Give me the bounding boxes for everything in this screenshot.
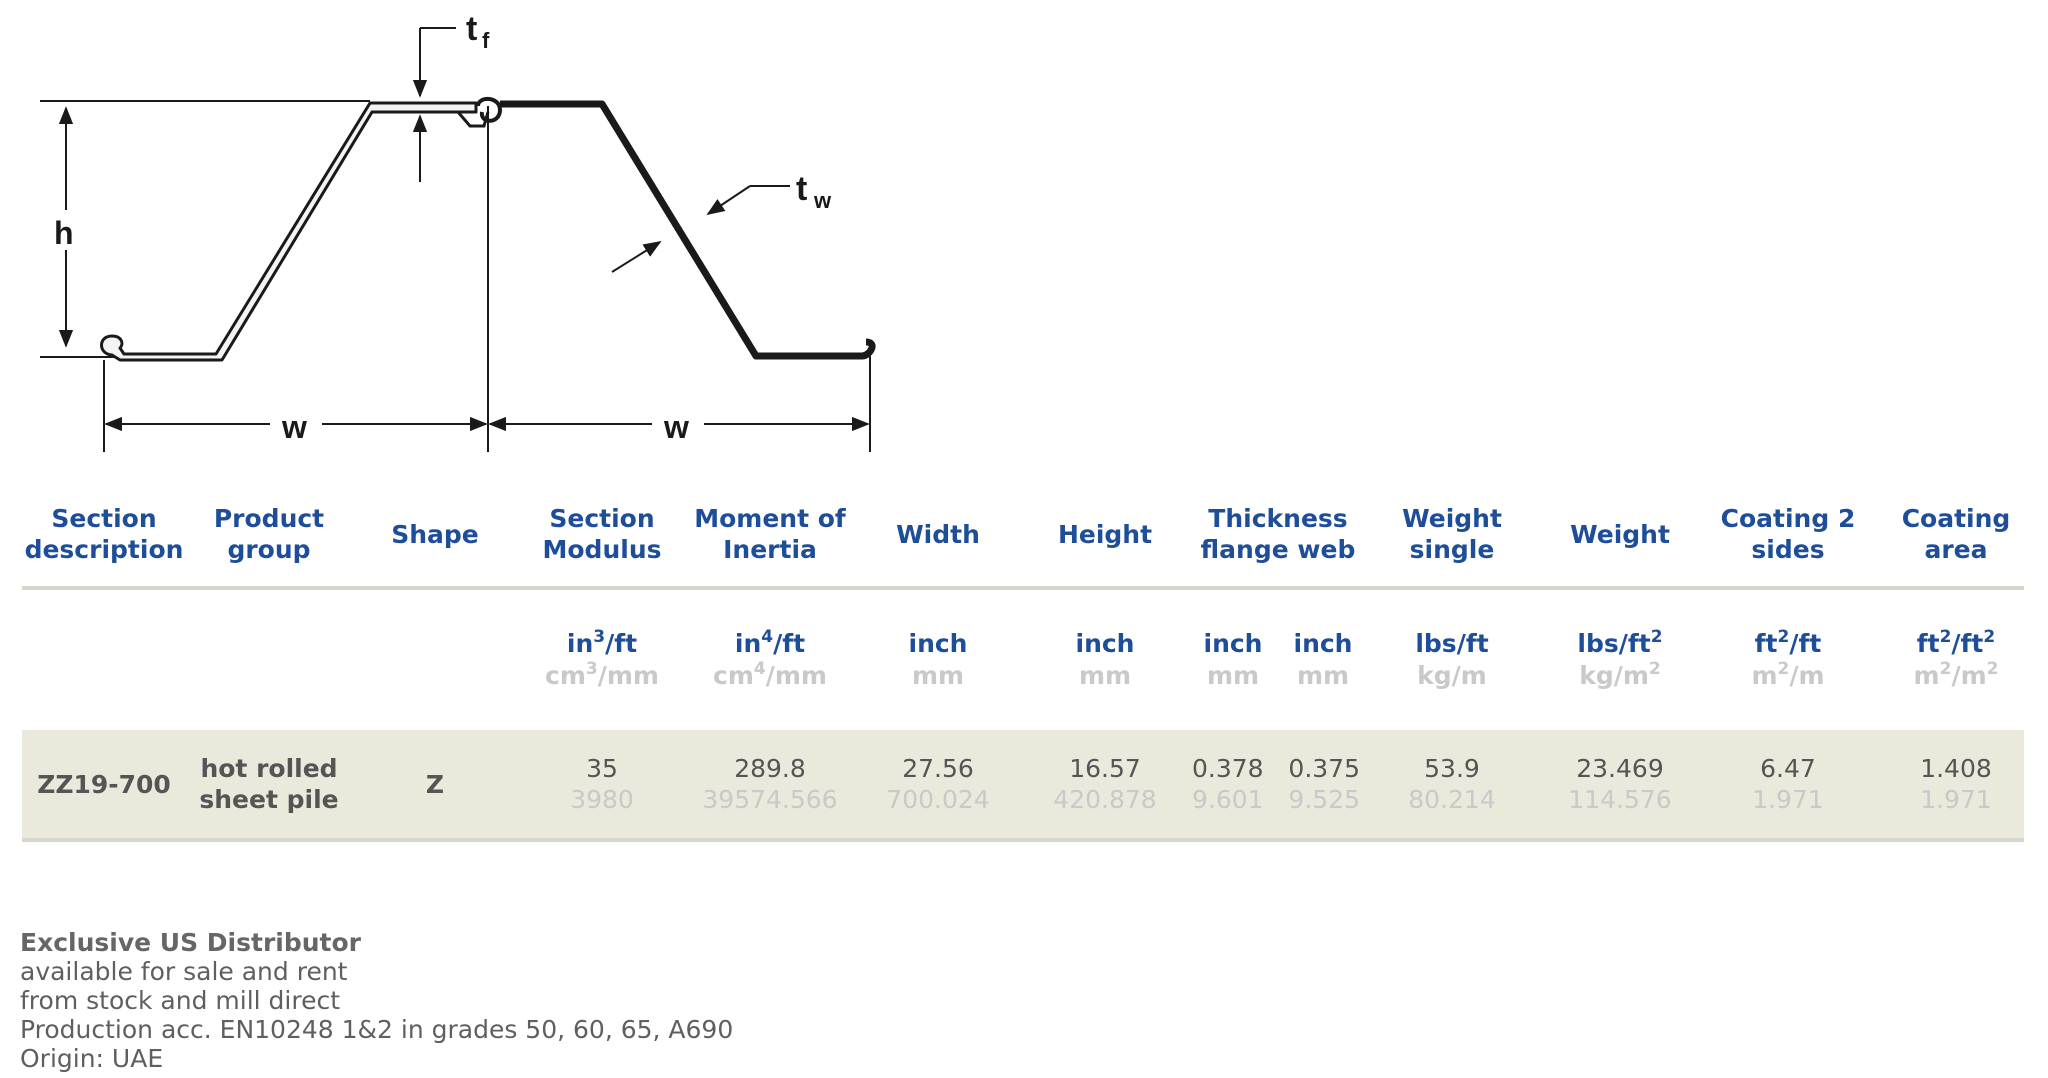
table-units-row: in3/ft cm3/mm in4/ft cm4/mm inch mm inch… (22, 590, 2024, 730)
header-coating-2-sides: Coating 2 sides (1720, 504, 1856, 564)
left-pile-profile (100, 101, 478, 362)
sheet-pile-profile-diagram: h t f t w w w (40, 10, 876, 452)
units-width: inch mm (908, 629, 968, 690)
units-height: inch mm (1075, 629, 1135, 690)
table-row: ZZ19-700 hot rolled sheet pile Z 35 3980 2… (22, 730, 2024, 842)
top-interlock (476, 97, 503, 123)
cell-section-modulus: 35 3980 (570, 754, 634, 814)
header-shape: Shape (391, 519, 479, 549)
cell-shape: Z (425, 769, 445, 799)
distributor-title: Exclusive US Distributor (20, 928, 362, 957)
flange-thickness-label: t (466, 10, 477, 48)
units-coating-2-sides: ft2/ft m2/m (1751, 627, 1825, 691)
cell-width: 27.56 700.024 (886, 754, 990, 814)
note-line: from stock and mill direct (20, 986, 341, 1015)
header-moment-of-inertia: Moment of Inertia (694, 504, 846, 564)
cell-section-description: ZZ19-700 (37, 769, 171, 799)
cell-weight-single: 53.9 80.214 (1408, 754, 1496, 814)
flange-thickness-subscript: f (482, 28, 490, 53)
units-flange-thickness: inch mm (1203, 629, 1263, 690)
header-width: Width (896, 519, 980, 549)
units-section-modulus: in3/ft cm3/mm (545, 627, 659, 691)
header-section-description: Section description (24, 504, 184, 564)
specification-table: Section description Product group Shape Se… (22, 482, 2024, 842)
units-moment-of-inertia: in4/ft cm4/mm (713, 627, 827, 691)
width-label-right: w (663, 409, 689, 445)
cell-flange-thickness: 0.378 9.601 (1192, 754, 1264, 814)
units-coating-area: ft2/ft2 m2/m2 (1913, 627, 1999, 691)
note-line: Origin: UAE (20, 1044, 164, 1073)
header-weight-single: Weight single (1402, 504, 1502, 564)
web-thickness-arrow-bottom (611, 241, 662, 273)
table-header-row: Section description Product group Shape Se… (22, 482, 2024, 590)
cell-moment-of-inertia: 289.8 39574.566 (702, 754, 838, 814)
web-thickness-arrow-top (706, 185, 751, 215)
cell-coating-area: 1.408 1.971 (1920, 754, 1992, 814)
web-thickness-subscript: w (813, 188, 832, 213)
header-height: Height (1057, 519, 1153, 549)
header-product-group: Product group (213, 504, 325, 564)
height-label: h (54, 215, 74, 251)
header-coating-area: Coating area (1901, 504, 2011, 564)
distributor-notes: Exclusive US Distributor available for s… (20, 928, 733, 1073)
cell-weight: 23.469 114.576 (1568, 754, 1672, 814)
note-line: Production acc. EN10248 1&2 in grades 50… (20, 1015, 734, 1044)
width-label-left: w (281, 409, 307, 445)
units-weight-single: lbs/ft kg/m (1415, 629, 1489, 690)
header-thickness: Thickness flange web (1200, 504, 1356, 564)
units-web-thickness: inch mm (1293, 629, 1353, 690)
cell-web-thickness: 0.375 9.525 (1288, 754, 1360, 814)
note-line: available for sale and rent (20, 957, 348, 986)
header-section-modulus: Section Modulus (542, 504, 662, 564)
cell-product-group: hot rolled sheet pile (199, 754, 339, 814)
units-weight: lbs/ft2 kg/m2 (1577, 627, 1663, 691)
header-weight: Weight (1570, 519, 1670, 549)
right-pile-profile (500, 100, 876, 360)
cell-height: 16.57 420.878 (1053, 754, 1157, 814)
cell-coating-2-sides: 6.47 1.971 (1752, 754, 1824, 814)
web-thickness-label: t (796, 170, 807, 208)
